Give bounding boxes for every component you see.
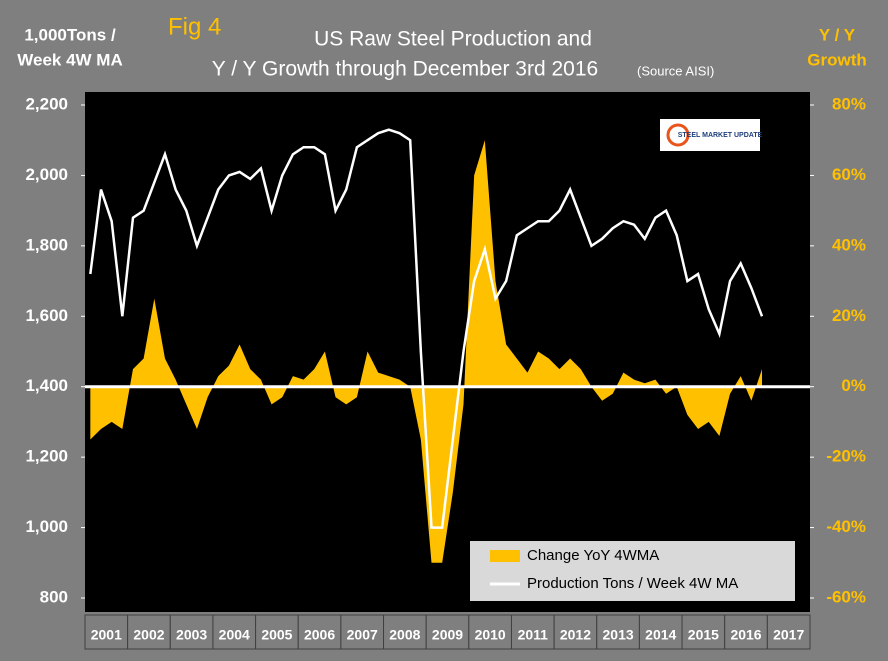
- y-tick-label: 1,600: [25, 306, 68, 325]
- legend-swatch: [490, 550, 520, 562]
- x-category-cell: [212, 614, 257, 650]
- x-category-cell: [553, 614, 598, 650]
- x-tick-label: 2002: [133, 627, 164, 643]
- y2-tick-label: -20%: [826, 447, 866, 466]
- legend-box: [470, 541, 795, 601]
- source: (Source AISI): [637, 63, 714, 78]
- x-tick-label: 2014: [645, 627, 676, 643]
- legend-label: Change YoY 4WMA: [527, 547, 659, 564]
- y-tick-label: 2,200: [25, 94, 68, 113]
- legend-label: Production Tons / Week 4W MA: [527, 575, 738, 592]
- y-axis-label: 1,000Tons /: [24, 25, 116, 44]
- x-tick-label: 2012: [560, 627, 591, 643]
- y2-tick-label: 80%: [832, 94, 866, 113]
- chart-title: US Raw Steel Production and: [314, 28, 592, 51]
- x-category-cell: [724, 614, 768, 650]
- y-tick-label: 1,800: [25, 235, 68, 254]
- y2-tick-label: 60%: [832, 165, 866, 184]
- y2-tick-label: 0%: [841, 376, 866, 395]
- x-category-cell: [766, 614, 811, 650]
- y2-tick-label: 20%: [832, 306, 866, 325]
- y2-tick-label: -40%: [826, 517, 866, 536]
- logo-icon: [666, 123, 690, 147]
- x-tick-label: 2016: [730, 627, 761, 643]
- x-tick-label: 2006: [304, 627, 335, 643]
- y-tick-label: 2,000: [25, 165, 68, 184]
- x-tick-label: 2005: [261, 627, 292, 643]
- y2-tick-label: -60%: [826, 587, 866, 606]
- x-category-cell: [638, 614, 683, 650]
- y-tick-label: 1,200: [25, 447, 68, 466]
- x-tick-label: 2010: [475, 627, 506, 643]
- x-tick-label: 2008: [389, 627, 420, 643]
- chart-subtitle: Y / Y Growth through December 3rd 2016: [212, 58, 598, 81]
- x-tick-label: 2009: [432, 627, 463, 643]
- y-tick-label: 800: [40, 587, 68, 606]
- x-category-cell: [383, 614, 427, 650]
- x-tick-label: 2004: [219, 627, 250, 643]
- x-tick-label: 2013: [603, 627, 634, 643]
- y-tick-label: 1,400: [25, 376, 68, 395]
- legend: [470, 541, 795, 601]
- y-tick-label: 1,000: [25, 517, 68, 536]
- x-category-cell: [681, 614, 726, 650]
- y2-axis-label: Growth: [807, 50, 867, 69]
- x-category-cell: [425, 614, 470, 650]
- y2-tick-label: 40%: [832, 235, 866, 254]
- fig-label: Fig 4: [168, 13, 221, 40]
- growth-area: [90, 140, 763, 563]
- x-tick-label: 2003: [176, 627, 207, 643]
- plot-area: [85, 92, 810, 612]
- logo: STEEL MARKET UPDATE: [678, 132, 763, 139]
- x-tick-label: 2007: [347, 627, 378, 643]
- x-category-cell: [510, 614, 555, 650]
- x-category-cell: [84, 614, 129, 650]
- y-axis-label: Week 4W MA: [17, 50, 123, 69]
- y2-axis-label: Y / Y: [819, 25, 856, 44]
- x-tick-label: 2015: [688, 627, 719, 643]
- x-tick-label: 2017: [773, 627, 804, 643]
- x-tick-label: 2001: [91, 627, 122, 643]
- x-tick-label: 2011: [518, 627, 549, 643]
- x-category-cell: [297, 614, 342, 650]
- production-line: [89, 128, 764, 529]
